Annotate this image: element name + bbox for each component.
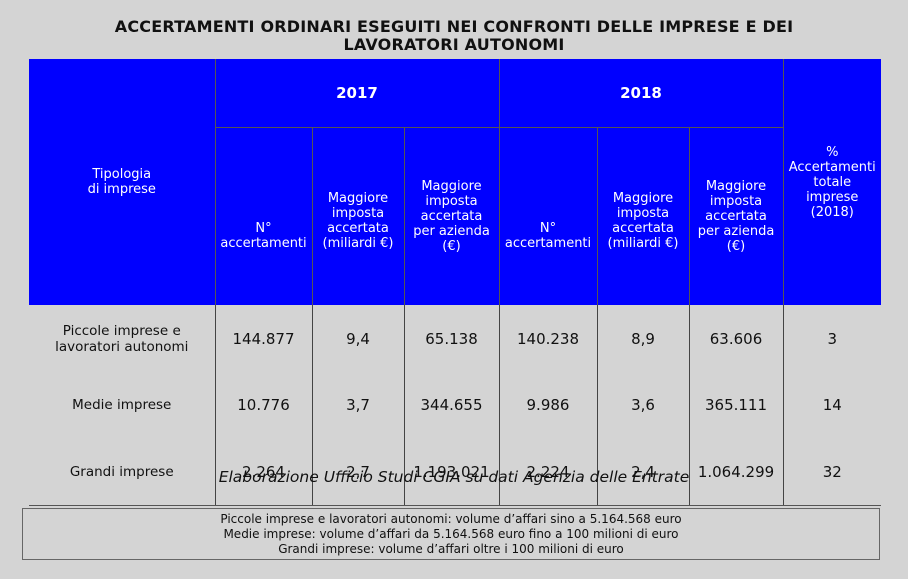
header-percent-accertamenti: % Accertamenti totale imprese (2018) <box>782 59 881 305</box>
cell-2018-maggiore: 2,4 <box>596 438 689 506</box>
cell-2018-per-azienda: 63.606 <box>688 305 783 372</box>
table-row: Grandi imprese 2.264 2,7 1.193.021 2.224… <box>29 438 881 506</box>
header-2018-n-accertamenti: N° accertamenti <box>498 127 597 305</box>
cell-2018-per-azienda: 365.111 <box>688 372 783 438</box>
title-line-2: LAVORATORI AUTONOMI <box>343 35 565 54</box>
legend-box: Piccole imprese e lavoratori autonomi: v… <box>22 508 880 560</box>
source-note: Elaborazione Ufficio Studi CGIA su dati … <box>218 468 690 486</box>
cell-2017-n: 144.877 <box>214 305 312 372</box>
table-row: Medie imprese 10.776 3,7 344.655 9.986 3… <box>29 372 881 438</box>
header-year-2018: 2018 <box>498 59 783 128</box>
row-label: Medie imprese <box>72 397 172 413</box>
cell-percent: 3 <box>782 305 881 372</box>
title-line-1: ACCERTAMENTI ORDINARI ESEGUITI NEI CONFR… <box>114 17 794 36</box>
cell-2017-per-azienda: 65.138 <box>403 305 499 372</box>
legend-line: Grandi imprese: volume d’affari oltre i … <box>278 542 624 556</box>
header-row-years: Tipologia di imprese 2017 2018 % Accerta… <box>29 59 881 305</box>
header-tipologia: Tipologia di imprese <box>29 59 215 305</box>
cell-2017-per-azienda: 1.193.021 <box>403 438 499 506</box>
cell-percent: 32 <box>782 438 881 506</box>
accertamenti-table: Tipologia di imprese 2017 2018 % Accerta… <box>29 59 881 506</box>
row-label: Piccole imprese e lavoratori autonomi <box>55 322 189 355</box>
header-2018-per-azienda: Maggiore imposta accertata per azienda (… <box>688 127 783 305</box>
table-row: Piccole imprese e lavoratori autonomi 14… <box>29 305 881 372</box>
cell-percent: 14 <box>782 372 881 438</box>
row-label: Grandi imprese <box>29 438 215 506</box>
header-2017-maggiore-imposta: Maggiore imposta accertata (miliardi €) <box>311 127 404 305</box>
header-2017-per-azienda: Maggiore imposta accertata per azienda (… <box>403 127 499 305</box>
cell-2018-n: 9.986 <box>498 372 597 438</box>
legend-line: Piccole imprese e lavoratori autonomi: v… <box>220 512 682 526</box>
cell-2017-n: 10.776 <box>214 372 312 438</box>
cell-2017-n: 2.264 <box>214 438 312 506</box>
cell-2018-maggiore: 8,9 <box>596 305 689 372</box>
cell-2017-maggiore: 2,7 <box>311 438 404 506</box>
cell-2017-maggiore: 3,7 <box>311 372 404 438</box>
cell-2018-maggiore: 3,6 <box>596 372 689 438</box>
header-row-subcolumns: N° accertamenti Maggiore imposta accerta… <box>29 127 881 305</box>
header-year-2017: 2017 <box>214 59 499 128</box>
header-2017-n-accertamenti: N° accertamenti <box>214 127 312 305</box>
cell-2018-n: 2.224 <box>498 438 597 506</box>
page-title: ACCERTAMENTI ORDINARI ESEGUITI NEI CONFR… <box>0 18 908 54</box>
legend-line: Medie imprese: volume d’affari da 5.164.… <box>223 527 679 541</box>
header-2018-maggiore-imposta: Maggiore imposta accertata (miliardi €) <box>596 127 689 305</box>
cell-2017-per-azienda: 344.655 <box>403 372 499 438</box>
cell-2018-per-azienda: 1.064.299 <box>688 438 783 506</box>
cell-2018-n: 140.238 <box>498 305 597 372</box>
cell-2017-maggiore: 9,4 <box>311 305 404 372</box>
